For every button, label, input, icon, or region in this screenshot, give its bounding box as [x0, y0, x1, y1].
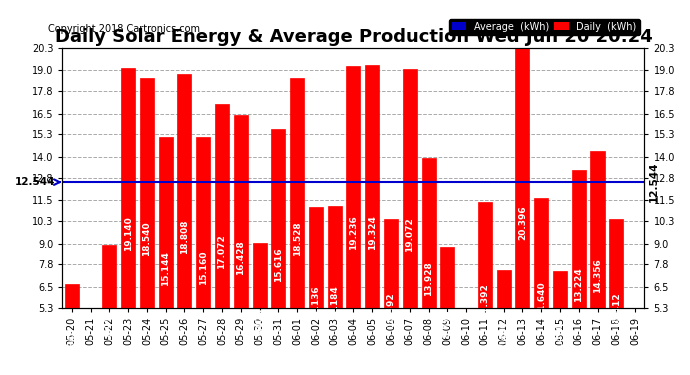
Text: 18.540: 18.540	[142, 222, 151, 256]
Bar	[215, 104, 229, 375]
Text: 15.616: 15.616	[274, 247, 283, 282]
Text: 8.776: 8.776	[443, 309, 452, 338]
Text: Copyright 2018 Cartronics.com: Copyright 2018 Cartronics.com	[48, 24, 200, 34]
Text: 20.396: 20.396	[518, 206, 527, 240]
Bar	[177, 74, 192, 375]
Bar	[271, 129, 286, 375]
Bar	[515, 46, 529, 375]
Bar	[159, 137, 172, 375]
Text: 11.640: 11.640	[537, 281, 546, 316]
Text: 6.648: 6.648	[68, 328, 77, 356]
Bar	[422, 158, 435, 375]
Bar	[309, 207, 323, 375]
Bar	[365, 64, 380, 375]
Text: 18.808: 18.808	[180, 219, 189, 254]
Bar	[253, 243, 266, 375]
Bar	[140, 78, 154, 375]
Bar	[591, 151, 604, 375]
Text: 13.928: 13.928	[424, 261, 433, 296]
Text: 11.184: 11.184	[330, 285, 339, 320]
Bar	[497, 270, 511, 375]
Text: 11.136: 11.136	[311, 286, 320, 320]
Text: 17.072: 17.072	[217, 234, 226, 269]
Text: 10.412: 10.412	[612, 292, 621, 327]
Title: Daily Solar Energy & Average Production Wed Jun 20 20:24: Daily Solar Energy & Average Production …	[55, 28, 652, 46]
Bar	[290, 78, 304, 375]
Bar	[609, 219, 623, 375]
Text: 18.528: 18.528	[293, 222, 302, 256]
Text: 15.144: 15.144	[161, 251, 170, 286]
Bar	[440, 248, 454, 375]
Bar	[234, 115, 248, 375]
Text: 12.544: 12.544	[14, 177, 55, 187]
Bar	[121, 68, 135, 375]
Text: 8.912: 8.912	[105, 308, 114, 337]
Text: 19.072: 19.072	[405, 217, 414, 252]
Bar	[384, 219, 398, 375]
Text: 14.356: 14.356	[593, 258, 602, 292]
Text: 9.028: 9.028	[255, 307, 264, 336]
Legend: Average  (kWh), Daily  (kWh): Average (kWh), Daily (kWh)	[448, 19, 640, 34]
Text: 12.544: 12.544	[649, 162, 659, 202]
Bar	[346, 66, 360, 375]
Bar	[102, 245, 117, 375]
Text: 16.428: 16.428	[236, 240, 245, 274]
Bar	[478, 202, 492, 375]
Bar	[403, 69, 417, 375]
Bar	[328, 206, 342, 375]
Text: 19.140: 19.140	[124, 216, 132, 251]
Bar	[572, 170, 586, 375]
Bar	[196, 137, 210, 375]
Text: 13.224: 13.224	[574, 268, 583, 302]
Bar	[553, 271, 567, 375]
Text: 10.392: 10.392	[386, 292, 395, 327]
Bar	[65, 284, 79, 375]
Text: 19.324: 19.324	[368, 214, 377, 249]
Bar	[534, 198, 549, 375]
Text: 15.160: 15.160	[199, 251, 208, 285]
Text: 11.392: 11.392	[480, 284, 489, 318]
Text: 19.236: 19.236	[349, 216, 358, 250]
Text: 7.480: 7.480	[499, 321, 508, 349]
Text: 7.400: 7.400	[555, 321, 564, 350]
